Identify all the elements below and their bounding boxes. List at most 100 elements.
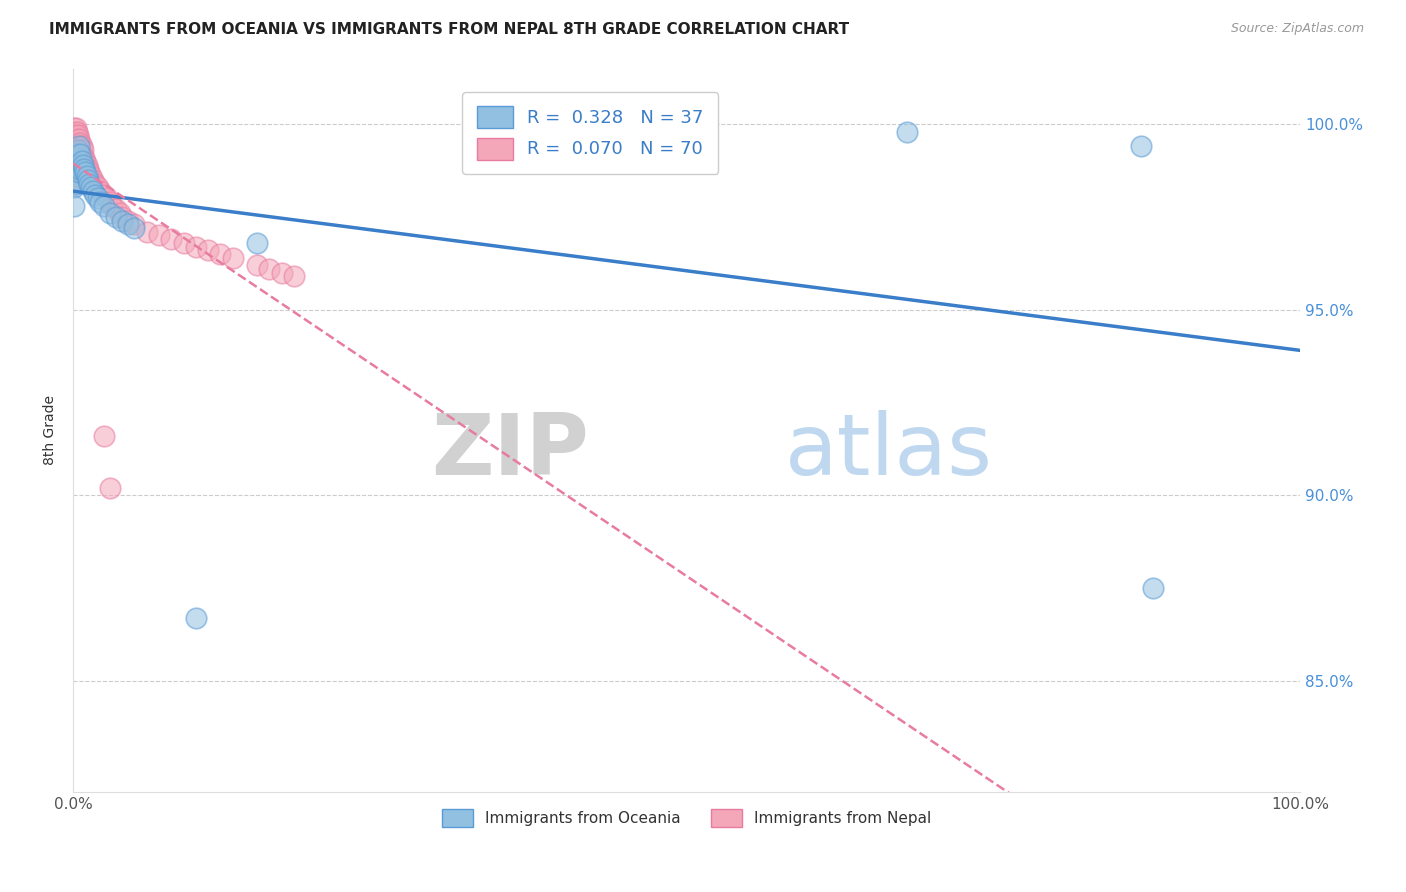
Point — [69, 161, 91, 176]
Point — [67, 139, 90, 153]
Point — [73, 151, 96, 165]
Point — [246, 235, 269, 250]
Point — [63, 128, 86, 143]
Point — [1142, 581, 1164, 595]
Point — [69, 136, 91, 150]
Point — [63, 139, 86, 153]
Text: atlas: atlas — [785, 410, 993, 493]
Point — [73, 161, 96, 176]
Point — [98, 195, 121, 210]
Point — [135, 225, 157, 239]
Point — [77, 177, 100, 191]
Y-axis label: 8th Grade: 8th Grade — [44, 395, 58, 466]
Point — [84, 187, 107, 202]
Point — [67, 139, 90, 153]
Point — [101, 199, 124, 213]
Point — [93, 187, 115, 202]
Point — [69, 143, 91, 157]
Point — [283, 269, 305, 284]
Point — [84, 177, 107, 191]
Point — [105, 202, 128, 217]
Text: IMMIGRANTS FROM OCEANIA VS IMMIGRANTS FROM NEPAL 8TH GRADE CORRELATION CHART: IMMIGRANTS FROM OCEANIA VS IMMIGRANTS FR… — [49, 22, 849, 37]
Point — [1129, 139, 1152, 153]
Point — [270, 266, 292, 280]
Point — [66, 132, 89, 146]
Point — [66, 169, 89, 183]
Point — [117, 217, 139, 231]
Point — [63, 120, 86, 135]
Point — [65, 165, 87, 179]
Point — [184, 610, 207, 624]
Point — [76, 169, 98, 183]
Point — [70, 154, 93, 169]
Point — [160, 232, 183, 246]
Point — [65, 136, 87, 150]
Point — [246, 258, 269, 272]
Point — [66, 161, 89, 176]
Point — [98, 481, 121, 495]
Point — [124, 217, 146, 231]
Point — [69, 151, 91, 165]
Point — [66, 136, 89, 150]
Point — [184, 239, 207, 253]
Point — [67, 146, 90, 161]
Point — [65, 154, 87, 169]
Point — [77, 165, 100, 179]
Point — [66, 177, 89, 191]
Point — [209, 247, 232, 261]
Point — [80, 180, 103, 194]
Point — [65, 120, 87, 135]
Point — [63, 136, 86, 150]
Point — [117, 213, 139, 227]
Point — [86, 180, 108, 194]
Point — [63, 199, 86, 213]
Point — [63, 125, 86, 139]
Point — [111, 213, 134, 227]
Point — [69, 146, 91, 161]
Point — [66, 125, 89, 139]
Point — [105, 210, 128, 224]
Point — [65, 173, 87, 187]
Point — [259, 261, 281, 276]
Point — [148, 228, 170, 243]
Point — [66, 143, 89, 157]
Point — [896, 125, 918, 139]
Point — [89, 195, 111, 210]
Point — [89, 184, 111, 198]
Point — [96, 191, 118, 205]
Point — [65, 173, 87, 187]
Point — [93, 199, 115, 213]
Point — [108, 206, 131, 220]
Point — [75, 165, 97, 179]
Point — [76, 173, 98, 187]
Point — [75, 154, 97, 169]
Point — [72, 154, 94, 169]
Point — [63, 180, 86, 194]
Text: ZIP: ZIP — [430, 410, 588, 493]
Point — [66, 128, 89, 143]
Point — [76, 158, 98, 172]
Point — [111, 210, 134, 224]
Point — [66, 158, 89, 172]
Point — [98, 206, 121, 220]
Point — [93, 429, 115, 443]
Point — [70, 146, 93, 161]
Text: Source: ZipAtlas.com: Source: ZipAtlas.com — [1230, 22, 1364, 36]
Point — [221, 251, 243, 265]
Point — [65, 143, 87, 157]
Point — [82, 173, 104, 187]
Point — [66, 161, 89, 176]
Point — [66, 154, 89, 169]
Point — [66, 139, 89, 153]
Point — [72, 143, 94, 157]
Point — [65, 158, 87, 172]
Point — [66, 158, 89, 172]
Point — [66, 143, 89, 157]
Point — [76, 161, 98, 176]
Point — [66, 151, 89, 165]
Point — [65, 128, 87, 143]
Point — [72, 158, 94, 172]
Point — [80, 169, 103, 183]
Point — [66, 146, 89, 161]
Point — [173, 235, 195, 250]
